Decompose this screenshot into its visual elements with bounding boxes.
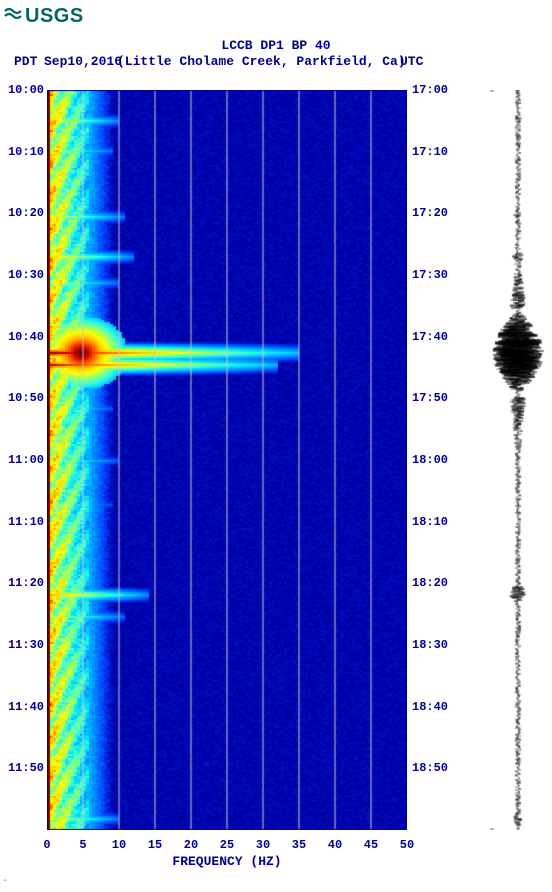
y-right-tick: 17:40 — [412, 330, 448, 344]
y-right-tick: 18:30 — [412, 638, 448, 652]
x-tick: 45 — [364, 838, 378, 852]
y-right-tick: 18:10 — [412, 515, 448, 529]
y-right-tick: 17:50 — [412, 391, 448, 405]
spectrogram-canvas — [47, 90, 407, 830]
x-axis-label: FREQUENCY (HZ) — [47, 854, 407, 869]
y-left-tick: 11:10 — [2, 515, 44, 529]
pdt-label: PDT — [14, 54, 37, 69]
y-right-tick: 17:20 — [412, 206, 448, 220]
usgs-logo: USGS — [4, 4, 84, 28]
date-label: Sep10,2016 — [44, 54, 122, 69]
usgs-logo-text: USGS — [25, 5, 84, 28]
x-tick: 10 — [112, 838, 126, 852]
y-left-tick: 11:20 — [2, 576, 44, 590]
location-label: (Little Cholame Creek, Parkfield, Ca) — [117, 54, 406, 69]
x-tick: 25 — [220, 838, 234, 852]
x-tick: 20 — [184, 838, 198, 852]
usgs-wave-icon — [4, 4, 24, 28]
y-left-tick: 10:20 — [2, 206, 44, 220]
y-left-tick: 10:00 — [2, 83, 44, 97]
y-left-tick: 11:40 — [2, 700, 44, 714]
seismogram-plot — [490, 90, 546, 830]
y-left-tick: 10:30 — [2, 268, 44, 282]
y-right-tick: 18:40 — [412, 700, 448, 714]
x-tick: 0 — [43, 838, 50, 852]
x-tick: 5 — [79, 838, 86, 852]
chart-title: LCCB DP1 BP 40 — [0, 38, 552, 53]
y-right-tick: 18:50 — [412, 761, 448, 775]
y-right-tick: 18:20 — [412, 576, 448, 590]
y-right-tick: 17:10 — [412, 145, 448, 159]
spectrogram-plot — [47, 90, 407, 830]
x-tick: 50 — [400, 838, 414, 852]
x-tick: 40 — [328, 838, 342, 852]
y-left-tick: 11:00 — [2, 453, 44, 467]
y-left-tick: 10:10 — [2, 145, 44, 159]
y-right-tick: 17:30 — [412, 268, 448, 282]
y-right-tick: 17:00 — [412, 83, 448, 97]
y-left-tick: 11:50 — [2, 761, 44, 775]
y-left-tick: 11:30 — [2, 638, 44, 652]
x-tick: 15 — [148, 838, 162, 852]
seismogram-canvas — [490, 90, 546, 830]
utc-label: UTC — [400, 54, 423, 69]
footer-mark: - — [2, 876, 8, 887]
y-left-tick: 10:50 — [2, 391, 44, 405]
y-left-tick: 10:40 — [2, 330, 44, 344]
x-tick: 30 — [256, 838, 270, 852]
y-right-tick: 18:00 — [412, 453, 448, 467]
x-tick: 35 — [292, 838, 306, 852]
